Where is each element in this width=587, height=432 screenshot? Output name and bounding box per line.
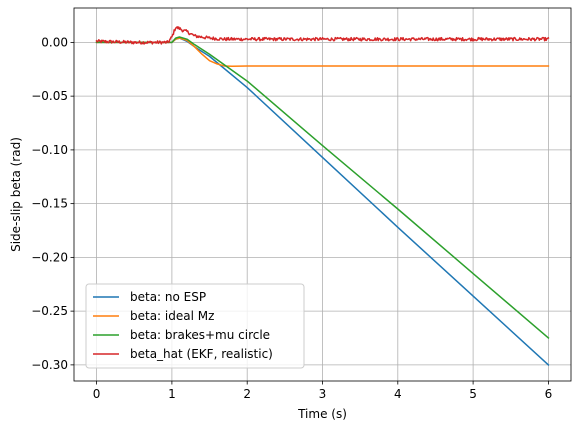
y-tick-label: −0.10 [31,143,68,157]
y-tick-label: 0.00 [41,35,68,49]
y-axis-label: Side-slip beta (rad) [9,137,23,252]
legend-label: beta: brakes+mu circle [130,328,270,342]
legend: beta: no ESP beta: ideal Mz beta: brakes… [85,283,305,369]
x-tick-label: 5 [469,387,477,401]
legend-label: beta: ideal Mz [130,309,214,323]
y-tick-label: −0.30 [31,358,68,372]
x-tick-label: 3 [319,387,327,401]
y-tick-label: −0.25 [31,304,68,318]
x-tick-label: 6 [545,387,553,401]
series-line [95,37,550,68]
series-line [95,26,550,45]
series-layer [95,26,550,366]
legend-box [85,283,305,369]
x-tick-label: 4 [394,387,402,401]
x-axis-label: Time (s) [297,407,347,421]
legend-label: beta: no ESP [130,290,206,304]
x-tick-label: 2 [243,387,251,401]
y-tick-label: −0.20 [31,250,68,264]
series-line [95,36,550,340]
y-axis: 0.00 −0.05 −0.10 −0.15 −0.20 −0.25 −0.30 [31,35,74,372]
legend-label: beta_hat (EKF, realistic) [130,347,273,361]
x-tick-label: 0 [93,387,101,401]
x-axis: 0 1 2 3 4 5 6 [93,381,552,401]
y-tick-label: −0.15 [31,197,68,211]
x-tick-label: 1 [168,387,176,401]
y-tick-label: −0.05 [31,89,68,103]
